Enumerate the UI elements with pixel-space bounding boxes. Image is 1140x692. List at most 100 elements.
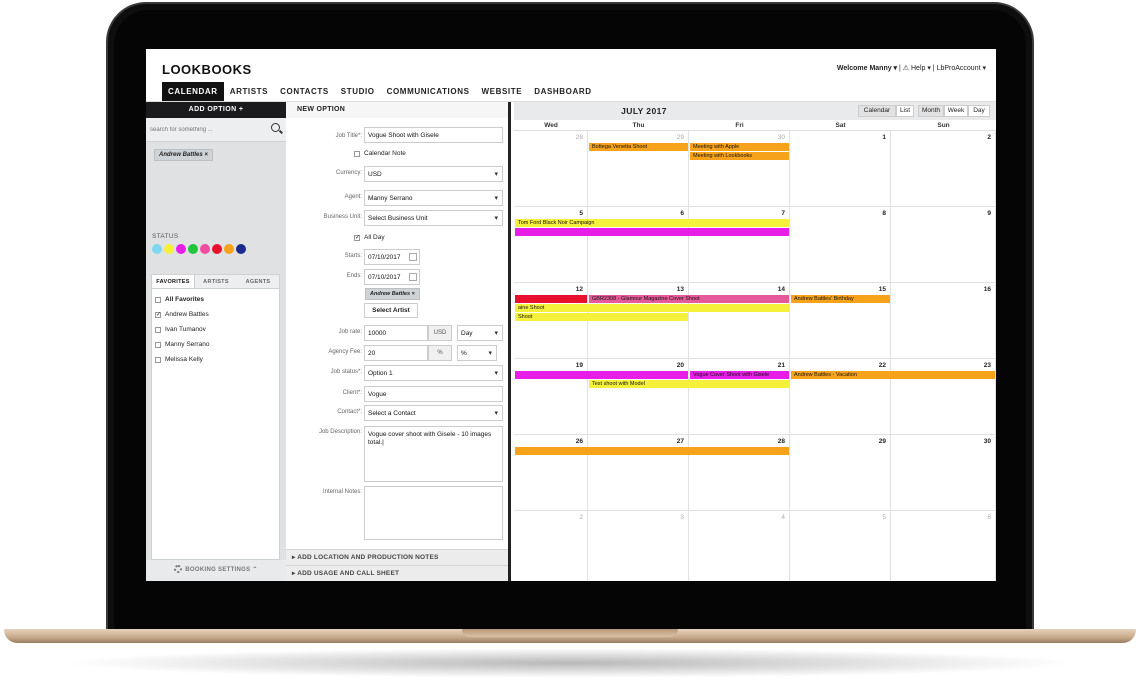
view-month-button[interactable]: Month bbox=[918, 105, 944, 117]
calendar-day-cell[interactable]: 5 bbox=[790, 511, 891, 581]
user-menu[interactable]: Welcome Manny ▾ | ⚠ Help ▾ | LbProAccoun… bbox=[837, 64, 986, 72]
nav-artists[interactable]: ARTISTS bbox=[229, 87, 269, 96]
status-color-dot[interactable] bbox=[164, 244, 174, 254]
calendar-icon[interactable] bbox=[409, 273, 417, 281]
calendar-day-cell[interactable]: 6 bbox=[891, 511, 996, 581]
calendar-event[interactable] bbox=[515, 228, 789, 236]
tab-artists[interactable]: ARTISTS bbox=[203, 279, 229, 285]
calendar-event[interactable] bbox=[515, 371, 688, 379]
calendar-day-cell[interactable]: 7 bbox=[689, 207, 790, 283]
job-rate-input[interactable]: 10000 bbox=[364, 325, 428, 341]
calendar-day-cell[interactable]: 16 bbox=[891, 283, 996, 359]
calendar-day-cell[interactable]: 26 bbox=[514, 435, 588, 511]
favorite-item[interactable]: ✓ Andrew Battles bbox=[155, 307, 276, 322]
favorite-item[interactable]: Manny Serrano bbox=[155, 337, 276, 352]
calendar-event[interactable]: Vogue Cover Shoot with Gisele bbox=[690, 371, 789, 379]
favorite-checkbox[interactable] bbox=[155, 326, 161, 333]
tab-favorites[interactable]: FAVORITES bbox=[152, 275, 195, 288]
favorite-checkbox[interactable] bbox=[155, 341, 161, 348]
calendar-event[interactable]: Tom Ford Black Noir Campaign bbox=[515, 219, 789, 227]
select-artist-button[interactable]: Select Artist bbox=[364, 303, 418, 318]
agent-select[interactable]: Manny Serrano bbox=[364, 190, 503, 206]
status-color-dot[interactable] bbox=[176, 244, 186, 254]
starts-date-input[interactable]: 07/10/2017 bbox=[364, 249, 420, 265]
ends-date-input[interactable]: 07/10/2017 bbox=[364, 269, 420, 285]
calendar-day-cell[interactable]: 20 bbox=[588, 359, 689, 435]
view-calendar-button[interactable]: Calendar bbox=[858, 105, 896, 117]
nav-studio[interactable]: STUDIO bbox=[340, 87, 375, 96]
calendar-event[interactable]: Shoot bbox=[515, 313, 688, 321]
view-day-button[interactable]: Day bbox=[968, 105, 990, 117]
job-title-input[interactable]: Vogue Shoot with Gisele bbox=[364, 127, 503, 143]
calendar-event[interactable] bbox=[515, 447, 789, 455]
calendar-day-cell[interactable]: 5 bbox=[514, 207, 588, 283]
calendar-day-cell[interactable]: 30 bbox=[891, 435, 996, 511]
calendar-day-cell[interactable]: 14 bbox=[689, 283, 790, 359]
calendar-day-cell[interactable]: 3 bbox=[588, 511, 689, 581]
calendar-day-cell[interactable]: 30 bbox=[689, 131, 790, 207]
favorite-checkbox[interactable] bbox=[155, 356, 161, 363]
view-week-button[interactable]: Week bbox=[944, 105, 968, 117]
calendar-day-cell[interactable]: 2 bbox=[514, 511, 588, 581]
calendar-event[interactable]: GBR2308 - Glamour Magazine Cover Shoot bbox=[589, 295, 789, 303]
internal-notes-textarea[interactable] bbox=[364, 486, 503, 540]
nav-website[interactable]: WEBSITE bbox=[481, 87, 523, 96]
calendar-event[interactable]: Test shoot with Model bbox=[589, 380, 789, 388]
status-color-dot[interactable] bbox=[152, 244, 162, 254]
status-color-dot[interactable] bbox=[236, 244, 246, 254]
booking-settings-button[interactable]: BOOKING SETTINGS ⌃ bbox=[146, 560, 286, 581]
nav-contacts[interactable]: CONTACTS bbox=[280, 87, 329, 96]
calendar-event[interactable]: aine Shoot bbox=[515, 304, 789, 312]
calendar-day-cell[interactable]: 29 bbox=[790, 435, 891, 511]
calendar-day-cell[interactable]: 2 bbox=[891, 131, 996, 207]
calendar-day-cell[interactable]: 19 bbox=[514, 359, 588, 435]
status-color-dot[interactable] bbox=[212, 244, 222, 254]
calendar-day-cell[interactable]: 27 bbox=[588, 435, 689, 511]
calendar-day-cell[interactable]: 1 bbox=[790, 131, 891, 207]
calendar-event[interactable]: Andrew Battles' Birthday bbox=[791, 295, 890, 303]
status-color-dot[interactable] bbox=[200, 244, 210, 254]
calendar-day-cell[interactable]: 15 bbox=[790, 283, 891, 359]
job-status-select[interactable]: Option 1 bbox=[364, 365, 503, 381]
welcome-user[interactable]: Welcome Manny ▾ bbox=[836, 65, 898, 72]
favorite-item[interactable]: All Favorites bbox=[155, 292, 276, 307]
client-input[interactable]: Vogue bbox=[364, 386, 503, 402]
calendar-day-cell[interactable]: 22 bbox=[790, 359, 891, 435]
calendar-day-cell[interactable]: 28 bbox=[689, 435, 790, 511]
contact-select[interactable]: Select a Contact bbox=[364, 405, 503, 421]
search-icon[interactable] bbox=[271, 123, 280, 132]
calendar-day-cell[interactable]: 13 bbox=[588, 283, 689, 359]
job-description-textarea[interactable]: Vogue cover shoot with Gisele - 10 image… bbox=[364, 426, 503, 482]
business-unit-select[interactable]: Select Business Unit bbox=[364, 210, 503, 226]
agency-fee-type-select[interactable]: % bbox=[457, 345, 497, 361]
add-location-notes-toggle[interactable]: ▸ ADD LOCATION AND PRODUCTION NOTES bbox=[286, 549, 508, 565]
job-rate-period-select[interactable]: Day bbox=[457, 325, 503, 341]
artist-chip[interactable]: Andrew Battles × bbox=[365, 288, 420, 300]
status-color-dot[interactable] bbox=[224, 244, 234, 254]
filter-chip-andrew-battles[interactable]: Andrew Battles × bbox=[154, 149, 213, 161]
add-option-button[interactable]: ADD OPTION + bbox=[146, 102, 286, 118]
currency-select[interactable]: USD bbox=[364, 166, 503, 182]
calendar-day-cell[interactable]: 28 bbox=[514, 131, 588, 207]
favorite-item[interactable]: Melissa Kelly bbox=[155, 352, 276, 367]
all-day-checkbox[interactable]: ✓ bbox=[354, 234, 361, 241]
status-color-dot[interactable] bbox=[188, 244, 198, 254]
nav-dashboard[interactable]: DASHBOARD bbox=[534, 87, 592, 96]
calendar-day-cell[interactable]: 6 bbox=[588, 207, 689, 283]
calendar-day-cell[interactable]: 12 bbox=[514, 283, 588, 359]
calendar-event[interactable]: Meeting with Lookbooks bbox=[690, 152, 789, 160]
tab-agents[interactable]: AGENTS bbox=[245, 279, 271, 285]
calendar-note-checkbox[interactable] bbox=[354, 150, 360, 157]
calendar-day-cell[interactable]: 9 bbox=[891, 207, 996, 283]
help-account-links[interactable]: | ⚠ Help ▾ | LbProAccount ▾ bbox=[897, 65, 986, 72]
view-list-button[interactable]: List bbox=[896, 105, 914, 117]
calendar-event[interactable]: Andrew Battles - Vacation bbox=[791, 371, 995, 379]
add-usage-call-sheet-toggle[interactable]: ▸ ADD USAGE AND CALL SHEET bbox=[286, 565, 508, 581]
nav-calendar[interactable]: CALENDAR bbox=[162, 82, 224, 101]
calendar-day-cell[interactable]: 21 bbox=[689, 359, 790, 435]
favorite-checkbox[interactable]: ✓ bbox=[155, 311, 162, 318]
calendar-day-cell[interactable]: 29 bbox=[588, 131, 689, 207]
calendar-day-cell[interactable]: 4 bbox=[689, 511, 790, 581]
calendar-event[interactable] bbox=[515, 295, 587, 303]
app-logo[interactable]: LOOKBOOKS bbox=[162, 62, 252, 77]
